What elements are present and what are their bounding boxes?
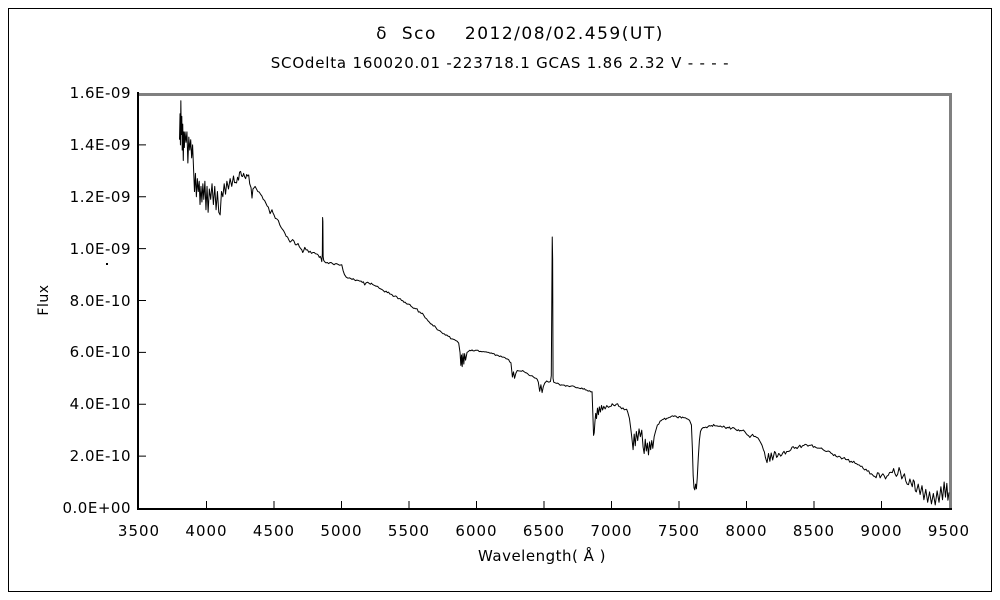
x-tick-label: 7500 [657, 522, 701, 540]
x-tick-label: 9000 [860, 522, 903, 540]
y-tick-label: 1.2E-09 [69, 187, 131, 206]
y-tick-label: 6.0E-10 [69, 343, 131, 362]
chart-subtitle: SCOdelta 160020.01 -223718.1 GCAS 1.86 2… [270, 54, 730, 72]
chart-title: δ Sco 2012/08/02.459(UT) [20, 24, 1000, 44]
y-tick-label: 1.4E-09 [69, 135, 131, 154]
x-tick-label: 4500 [252, 522, 296, 540]
x-tick-label: 4000 [185, 522, 228, 540]
x-tick-label: 7000 [590, 522, 633, 540]
plot-frame-top [139, 93, 952, 96]
y-tick-label: 1.0E-09 [69, 239, 131, 258]
x-tick-label: 8000 [725, 522, 768, 540]
stray-dot [106, 263, 108, 265]
y-tick-label: 0.0E+00 [62, 499, 131, 517]
x-axis-label: Wavelength( Å ) [478, 547, 606, 565]
x-tick-label: 6500 [522, 522, 566, 540]
y-tick-label: 2.0E-10 [69, 447, 131, 466]
x-tick-label: 8500 [792, 522, 836, 540]
y-tick-label: 1.6E-09 [69, 84, 131, 102]
x-tick-label: 9500 [927, 522, 971, 540]
observation-datetime: 2012/08/02.459(UT) [464, 24, 664, 44]
plot-frame-right [949, 93, 952, 509]
x-tick-label: 3500 [117, 522, 161, 540]
star-name: δ Sco [376, 24, 437, 44]
x-tick-label: 6000 [455, 522, 498, 540]
x-tick-label: 5000 [320, 522, 363, 540]
y-axis-line [137, 92, 139, 510]
x-axis-line [137, 508, 952, 510]
spectrum-curve [179, 100, 950, 506]
y-tick-label: 8.0E-10 [69, 291, 131, 310]
outer-border [8, 8, 992, 592]
y-tick-label: 4.0E-10 [69, 395, 131, 414]
x-tick-label: 5500 [387, 522, 431, 540]
